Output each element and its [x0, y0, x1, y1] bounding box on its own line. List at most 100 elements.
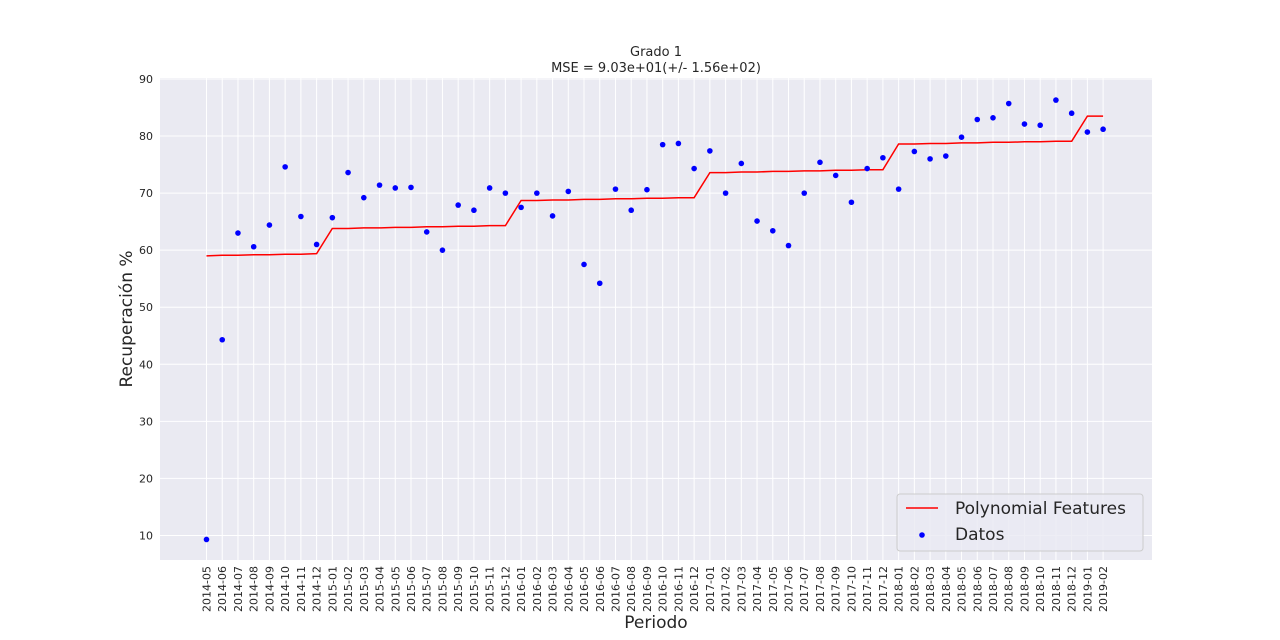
- x-tick-label: 2018-05: [956, 566, 969, 612]
- data-point: [817, 159, 823, 166]
- x-tick-label: 2016-12: [688, 566, 701, 612]
- x-tick-label: 2018-03: [924, 566, 937, 612]
- data-point: [250, 243, 257, 250]
- x-tick-label: 2016-07: [609, 566, 622, 612]
- x-tick-labels: 2014-05 2014-06 2014-07 2014-08 2014-09 2014-…: [201, 566, 1111, 612]
- x-tick-label: 2015-11: [484, 566, 497, 612]
- data-point: [895, 186, 902, 192]
- x-tick-label: 2014-11: [295, 566, 308, 612]
- x-tick-label: 2016-03: [547, 566, 560, 612]
- data-point: [235, 230, 241, 236]
- x-tick-label: 2017-08: [814, 566, 827, 612]
- data-point: [455, 202, 461, 208]
- data-point: [864, 165, 870, 172]
- data-point: [361, 194, 367, 201]
- data-point: [832, 172, 839, 179]
- x-tick-label: 2016-11: [672, 566, 685, 612]
- data-point: [659, 141, 666, 148]
- x-tick-label: 2015-09: [452, 566, 465, 612]
- data-point: [644, 186, 650, 193]
- x-tick-label: 2014-10: [279, 566, 292, 612]
- chart-title: Grado 1: [630, 45, 682, 60]
- x-tick-label: 2018-06: [971, 566, 984, 612]
- x-tick-label: 2015-10: [468, 566, 481, 612]
- data-point: [943, 153, 949, 159]
- x-tick-label: 2017-11: [861, 566, 874, 612]
- x-tick-label: 2017-07: [798, 566, 811, 612]
- data-point: [298, 213, 304, 220]
- data-point: [439, 247, 446, 253]
- data-point: [754, 218, 760, 224]
- data-point: [219, 336, 226, 343]
- data-point: [408, 184, 414, 191]
- grid-lines: [160, 78, 1152, 560]
- data-point: [1068, 110, 1075, 117]
- x-tick-label: 2018-11: [1050, 566, 1063, 612]
- data-point: [518, 204, 524, 211]
- x-tick-label: 2018-12: [1066, 566, 1079, 612]
- data-point: [958, 134, 965, 140]
- data-point: [707, 148, 713, 154]
- data-point: [471, 207, 477, 214]
- data-point: [911, 148, 918, 155]
- x-tick-label: 2014-09: [263, 566, 276, 612]
- y-tick-labels: 10 20 30 40 50 60 70 80 90: [139, 73, 153, 542]
- data-point: [313, 241, 320, 248]
- x-tick-label: 2018-10: [1034, 566, 1047, 612]
- x-tick-label: 2017-09: [830, 566, 843, 612]
- x-tick-label: 2017-10: [845, 566, 858, 612]
- y-tick-label: 60: [139, 244, 153, 257]
- x-tick-label: 2016-02: [531, 566, 544, 612]
- y-tick-label: 70: [139, 187, 153, 200]
- x-tick-label: 2015-06: [405, 566, 418, 612]
- x-tick-label: 2015-02: [342, 566, 355, 612]
- data-point: [266, 222, 273, 228]
- data-point: [691, 165, 697, 172]
- x-tick-label: 2015-05: [389, 566, 402, 612]
- x-tick-label: 2014-07: [232, 566, 245, 612]
- x-tick-label: 2015-03: [358, 566, 371, 612]
- data-point: [345, 169, 351, 176]
- x-tick-label: 2018-02: [908, 566, 921, 612]
- x-tick-label: 2015-07: [421, 566, 434, 612]
- data-point: [927, 156, 933, 162]
- legend-label-polynomial-features: Polynomial Features: [955, 499, 1126, 519]
- data-point: [1100, 126, 1106, 133]
- x-tick-label: 2019-01: [1081, 566, 1094, 612]
- x-tick-label: 2018-04: [940, 566, 953, 612]
- x-tick-label: 2016-05: [578, 566, 591, 612]
- data-point: [581, 261, 587, 268]
- data-points-layer: [203, 97, 1106, 543]
- x-tick-label: 2016-08: [625, 566, 638, 612]
- y-tick-label: 10: [139, 529, 153, 542]
- x-tick-label: 2017-02: [720, 566, 733, 612]
- data-point: [848, 199, 855, 206]
- x-tick-label: 2015-04: [374, 566, 387, 612]
- y-tick-label: 30: [139, 415, 153, 428]
- data-point: [1084, 129, 1091, 135]
- polynomial-features-line: [206, 115, 1104, 257]
- x-tick-label: 2017-01: [704, 566, 717, 612]
- data-point: [282, 164, 288, 170]
- x-tick-label: 2017-05: [767, 566, 780, 612]
- legend-label-datos: Datos: [955, 525, 1005, 545]
- x-tick-label: 2018-07: [987, 566, 1000, 612]
- y-tick-label: 20: [139, 472, 153, 485]
- data-point: [1021, 121, 1028, 127]
- x-tick-label: 2018-08: [1003, 566, 1016, 612]
- data-point: [1005, 100, 1012, 107]
- data-point: [329, 214, 336, 221]
- data-point: [596, 280, 603, 287]
- legend-box: [896, 493, 1144, 552]
- x-tick-label: 2017-04: [751, 566, 764, 612]
- x-tick-label: 2015-01: [326, 566, 339, 612]
- x-axis-label: Periodo: [624, 613, 687, 633]
- x-tick-label: 2014-05: [201, 566, 214, 612]
- data-point: [785, 242, 792, 249]
- data-point: [565, 188, 572, 195]
- data-point: [502, 190, 509, 196]
- data-point: [990, 115, 996, 121]
- data-point: [738, 160, 745, 167]
- x-tick-label: 2015-12: [499, 566, 512, 612]
